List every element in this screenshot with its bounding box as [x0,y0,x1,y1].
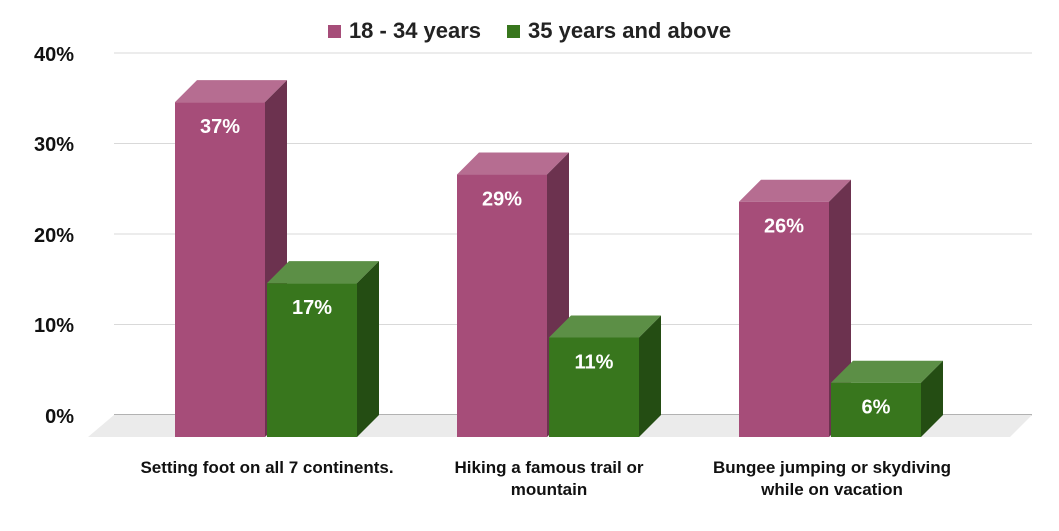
bar-front [267,283,357,437]
y-tick-label: 0% [45,406,74,428]
data-label: 26% [764,216,804,238]
x-category-label: Setting foot on all 7 continents. [140,458,394,477]
legend-label-series-2: 35 years and above [528,18,732,43]
bar-front [739,201,829,437]
bar-side [921,360,943,437]
data-label: 37% [200,116,240,138]
legend-label-series-1: 18 - 34 years [348,18,482,43]
legend-item-series-1[interactable]: 18 - 34 years [327,18,482,44]
bar-top [831,360,943,383]
chart-legend: 18 - 34 years 35 years and above [0,18,1059,44]
y-tick-label: 30% [33,134,74,156]
y-tick-label: 10% [33,315,74,337]
y-tick-label: 20% [33,225,74,247]
x-category-label: Bungee jumping or skydiving while on vac… [712,458,952,499]
bar-front [831,382,921,437]
data-label: 17% [292,297,332,319]
bar-top [739,179,851,202]
bar-side [639,315,661,437]
bar-top [175,80,287,103]
y-tick-label: 40% [33,44,74,66]
bar-top [267,261,379,284]
bar-front [175,102,265,438]
bar-front [457,174,547,438]
x-category-label: Hiking a famous trail or mountain [454,458,644,499]
data-label: 11% [575,351,614,373]
legend-swatch-series-1 [327,24,341,38]
bar-top [457,152,569,175]
bar-front [549,337,639,437]
legend-swatch-series-2 [507,24,521,38]
bar-top [549,315,661,338]
bar-side [357,261,379,437]
data-label: 29% [482,189,522,211]
data-label: 6% [862,397,891,419]
legend-item-series-2[interactable]: 35 years and above [507,18,731,44]
